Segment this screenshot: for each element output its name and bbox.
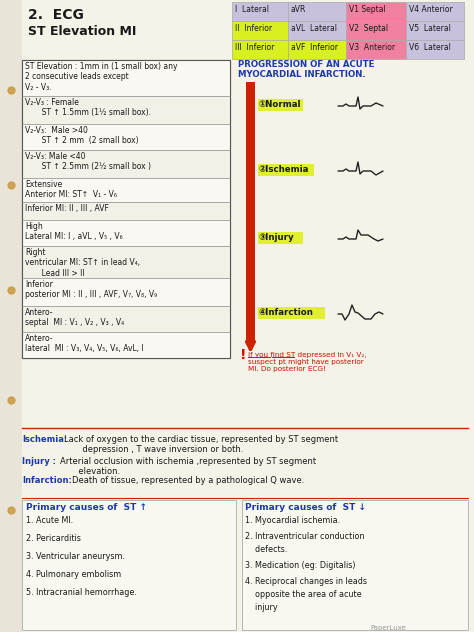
Text: III  Inferior: III Inferior bbox=[235, 43, 274, 52]
Text: injury: injury bbox=[245, 603, 278, 612]
Text: aVR: aVR bbox=[291, 5, 306, 14]
Bar bbox=[258, 232, 303, 244]
Bar bbox=[22, 60, 230, 96]
Text: ①Normal: ①Normal bbox=[259, 100, 301, 109]
Text: 1. Acute MI.: 1. Acute MI. bbox=[26, 516, 73, 525]
Text: 5. Intracranial hemorrhage.: 5. Intracranial hemorrhage. bbox=[26, 588, 137, 597]
Text: Antero-
lateral  MI : V₃, V₄, V₅, V₆, AvL, I: Antero- lateral MI : V₃, V₄, V₅, V₆, AvL… bbox=[25, 334, 144, 353]
Bar bbox=[22, 202, 230, 220]
Text: aVF  Inferior: aVF Inferior bbox=[291, 43, 338, 52]
Text: Lack of oxygen to the cardiac tissue, represented by ST segment
       depressio: Lack of oxygen to the cardiac tissue, re… bbox=[64, 435, 338, 454]
Text: PROGRESSION OF AN ACUTE
MYOCARDIAL INFARCTION.: PROGRESSION OF AN ACUTE MYOCARDIAL INFAR… bbox=[238, 60, 374, 80]
Bar bbox=[346, 40, 406, 59]
Text: Primary causes of  ST ↓: Primary causes of ST ↓ bbox=[245, 503, 366, 512]
Text: Inferior
posterior MI : II , III , AVF, V₇, V₈, V₉: Inferior posterior MI : II , III , AVF, … bbox=[25, 280, 157, 300]
Text: ST Elevation : 1mm in (1 small box) any
2 consecutive leads except
V₂ - V₃.: ST Elevation : 1mm in (1 small box) any … bbox=[25, 62, 177, 92]
Bar bbox=[22, 306, 230, 332]
Text: V3  Anterior: V3 Anterior bbox=[349, 43, 395, 52]
Text: II  Inferior: II Inferior bbox=[235, 24, 272, 33]
Text: High
Lateral MI: I , aVL , V₅ , V₆: High Lateral MI: I , aVL , V₅ , V₆ bbox=[25, 222, 123, 241]
Text: Right
ventricular MI: ST↑ in lead V₄,
       Lead III > II: Right ventricular MI: ST↑ in lead V₄, Le… bbox=[25, 248, 140, 278]
Text: Injury :: Injury : bbox=[22, 457, 56, 466]
Text: ST Elevation MI: ST Elevation MI bbox=[28, 25, 137, 38]
Text: 3. Ventricular aneurysm.: 3. Ventricular aneurysm. bbox=[26, 552, 125, 561]
Bar bbox=[288, 21, 346, 40]
Text: ④Infarction: ④Infarction bbox=[259, 308, 314, 317]
Bar bbox=[22, 220, 230, 246]
Bar bbox=[22, 96, 230, 124]
Bar bbox=[22, 150, 230, 178]
Text: 2.  ECG: 2. ECG bbox=[28, 8, 84, 22]
Text: 3. Medication (eg: Digitalis): 3. Medication (eg: Digitalis) bbox=[245, 561, 356, 570]
Bar bbox=[242, 500, 468, 630]
Text: ③Injury: ③Injury bbox=[259, 233, 295, 242]
Text: V2  Septal: V2 Septal bbox=[349, 24, 388, 33]
Text: Antero-
septal  MI : V₁ , V₂ , V₃ , V₄: Antero- septal MI : V₁ , V₂ , V₃ , V₄ bbox=[25, 308, 124, 327]
Text: Arterial occlusion with ischemia ,represented by ST segment
       elevation.: Arterial occlusion with ischemia ,repres… bbox=[60, 457, 316, 477]
Text: V₂-V₃ : Female
       ST ↑ 1.5mm (1½ small box).: V₂-V₃ : Female ST ↑ 1.5mm (1½ small box)… bbox=[25, 98, 151, 118]
Bar bbox=[246, 82, 255, 340]
Bar bbox=[22, 60, 230, 358]
Bar bbox=[22, 246, 230, 278]
Text: Primary causes of  ST ↑: Primary causes of ST ↑ bbox=[26, 503, 147, 512]
Text: If you find ST depressed in V₁ V₂,
suspect pt might have posterior
MI. Do poster: If you find ST depressed in V₁ V₂, suspe… bbox=[248, 352, 366, 372]
Text: V4 Anterior: V4 Anterior bbox=[409, 5, 453, 14]
Bar bbox=[406, 40, 464, 59]
Text: 2. Pericarditis: 2. Pericarditis bbox=[26, 534, 81, 543]
Text: ②Ischemia: ②Ischemia bbox=[259, 165, 310, 174]
Text: Extensive
Anterior MI: ST↑  V₁ - V₆: Extensive Anterior MI: ST↑ V₁ - V₆ bbox=[25, 180, 117, 200]
Bar bbox=[346, 2, 406, 21]
Bar bbox=[258, 307, 325, 319]
Bar bbox=[22, 500, 236, 630]
Bar bbox=[232, 21, 288, 40]
Bar bbox=[232, 2, 288, 21]
Text: PaperLuxe: PaperLuxe bbox=[370, 625, 406, 631]
Text: Infarction:: Infarction: bbox=[22, 476, 72, 485]
Bar bbox=[22, 124, 230, 150]
Text: V6  Lateral: V6 Lateral bbox=[409, 43, 451, 52]
Bar bbox=[288, 2, 346, 21]
Text: Inferior MI: II , III , AVF: Inferior MI: II , III , AVF bbox=[25, 204, 109, 213]
Text: 4. Pulmonary embolism: 4. Pulmonary embolism bbox=[26, 570, 121, 579]
Text: V1 Septal: V1 Septal bbox=[349, 5, 386, 14]
Bar bbox=[0, 0, 22, 632]
Bar bbox=[406, 21, 464, 40]
Bar bbox=[232, 40, 288, 59]
Bar bbox=[288, 40, 346, 59]
Text: defects.: defects. bbox=[245, 545, 287, 554]
Text: !: ! bbox=[240, 348, 246, 362]
Text: 4. Reciprocal changes in leads: 4. Reciprocal changes in leads bbox=[245, 577, 367, 586]
Text: Ischemia:: Ischemia: bbox=[22, 435, 67, 444]
Text: I  Lateral: I Lateral bbox=[235, 5, 269, 14]
Bar bbox=[22, 60, 230, 358]
Text: 1. Myocardial ischemia.: 1. Myocardial ischemia. bbox=[245, 516, 340, 525]
Bar bbox=[22, 332, 230, 358]
Bar bbox=[22, 278, 230, 306]
Text: V5  Lateral: V5 Lateral bbox=[409, 24, 451, 33]
Text: V₂-V₃:  Male >40
       ST ↑ 2 mm  (2 small box): V₂-V₃: Male >40 ST ↑ 2 mm (2 small box) bbox=[25, 126, 138, 145]
Text: opposite the area of acute: opposite the area of acute bbox=[245, 590, 362, 599]
Bar bbox=[258, 99, 303, 111]
Text: 2. Intraventricular conduction: 2. Intraventricular conduction bbox=[245, 532, 365, 541]
Text: Death of tissue, represented by a pathological Q wave.: Death of tissue, represented by a pathol… bbox=[72, 476, 305, 485]
Text: V₂-V₃: Male <40
       ST ↑ 2.5mm (2½ small box ): V₂-V₃: Male <40 ST ↑ 2.5mm (2½ small box… bbox=[25, 152, 151, 171]
Bar bbox=[346, 21, 406, 40]
Bar bbox=[22, 178, 230, 202]
Bar bbox=[406, 2, 464, 21]
Bar bbox=[258, 164, 314, 176]
Text: aVL  Lateral: aVL Lateral bbox=[291, 24, 337, 33]
